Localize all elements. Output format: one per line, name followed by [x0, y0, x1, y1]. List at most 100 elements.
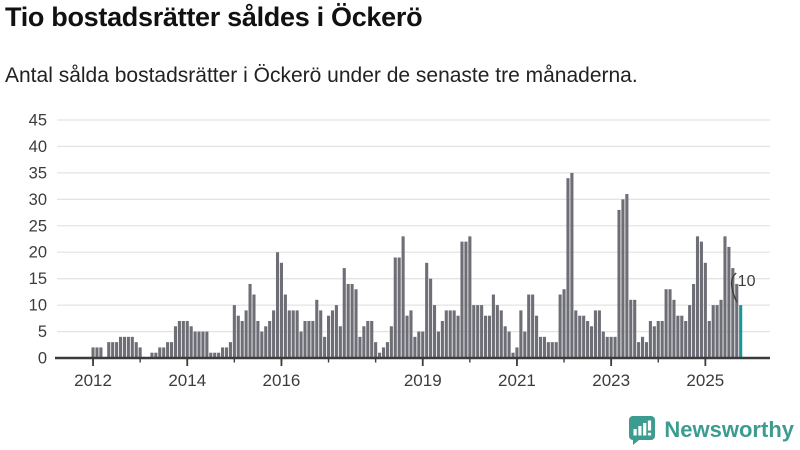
bar: [562, 289, 566, 358]
bar: [487, 315, 492, 358]
bar: [495, 305, 499, 358]
y-axis-tick-label: 10: [29, 297, 47, 315]
bar: [672, 299, 676, 358]
bar: [370, 320, 374, 358]
bar: [692, 283, 696, 358]
bar: [421, 331, 425, 359]
bar: [641, 336, 645, 358]
bar: [197, 331, 201, 359]
bar: [409, 310, 413, 358]
bar: [723, 236, 727, 358]
bar: [275, 252, 280, 358]
bar: [660, 320, 664, 358]
bar: [126, 336, 130, 358]
bar: [566, 178, 570, 358]
y-axis-tick-label: 25: [29, 217, 47, 235]
bar: [366, 320, 370, 358]
bar: [260, 331, 264, 359]
bar: [452, 310, 456, 358]
bar: [122, 336, 126, 358]
bar: [299, 331, 303, 359]
annotation-value-label: 10: [738, 273, 756, 290]
bar: [177, 320, 181, 358]
bar: [193, 331, 197, 359]
bar: [440, 320, 444, 358]
x-axis-tick-label: 2012: [74, 371, 112, 390]
bar: [150, 352, 154, 358]
bar: [578, 315, 582, 358]
bar: [374, 342, 378, 358]
bar: [597, 310, 601, 358]
page-title: Tio bostadsrätter såldes i Öckerö: [5, 2, 423, 32]
bar: [205, 331, 209, 359]
bar: [550, 342, 554, 358]
bar: [546, 342, 550, 358]
x-axis-tick-label: 2023: [592, 371, 630, 390]
bar: [735, 283, 739, 358]
newsworthy-logo[interactable]: Newsworthy: [628, 415, 794, 445]
y-axis-tick-label: 45: [29, 111, 47, 129]
bar: [354, 289, 358, 358]
bar: [727, 246, 731, 358]
bar: [209, 352, 213, 358]
bar: [503, 326, 507, 358]
bar: [554, 342, 558, 358]
bar: [538, 336, 543, 358]
y-axis-tick-label: 20: [29, 244, 47, 262]
bar: [291, 310, 295, 358]
bar: [311, 320, 315, 358]
annotation-leader-line: [730, 272, 738, 303]
bar: [684, 320, 688, 358]
bar: [731, 268, 735, 358]
bar: [633, 299, 637, 358]
bar: [272, 310, 276, 358]
bar: [346, 283, 350, 358]
bar: [593, 310, 597, 358]
bar: [283, 294, 287, 358]
bar: [217, 352, 221, 358]
bar: [695, 236, 700, 358]
bar: [491, 294, 495, 358]
bar: [405, 315, 409, 358]
bar: [460, 241, 464, 358]
bar: [158, 347, 162, 358]
bar: [181, 320, 185, 358]
bar: [715, 305, 719, 358]
bar: [719, 299, 723, 358]
bar: [436, 331, 440, 359]
bar: [362, 326, 366, 358]
bar: [350, 283, 354, 358]
bar: [499, 310, 503, 358]
bar: [413, 336, 417, 358]
bar: [621, 199, 625, 358]
bar: [268, 320, 272, 358]
bar: [236, 315, 240, 358]
bar: [527, 294, 531, 358]
bar: [668, 289, 672, 358]
bar: [688, 305, 692, 358]
bar: [468, 236, 472, 358]
bar: [115, 342, 119, 358]
bar: [393, 257, 397, 358]
bar: [342, 268, 346, 358]
bar: [315, 299, 319, 358]
bar: [173, 326, 178, 358]
bar: [601, 331, 605, 359]
bar: [378, 352, 382, 358]
bar: [480, 305, 484, 358]
bar: [264, 326, 268, 358]
bar: [448, 310, 452, 358]
bar: [523, 331, 527, 359]
bar: [389, 326, 393, 358]
bar: [515, 347, 519, 358]
bar: [303, 320, 307, 358]
bar: [542, 336, 546, 358]
bar: [118, 336, 123, 358]
bar: [232, 305, 236, 358]
bar: [256, 320, 260, 358]
chart-subtitle: Antal sålda bostadsrätter i Öckerö under…: [5, 64, 638, 87]
bar: [397, 257, 401, 358]
y-axis-tick-label: 5: [38, 323, 47, 341]
bar: [644, 342, 649, 358]
